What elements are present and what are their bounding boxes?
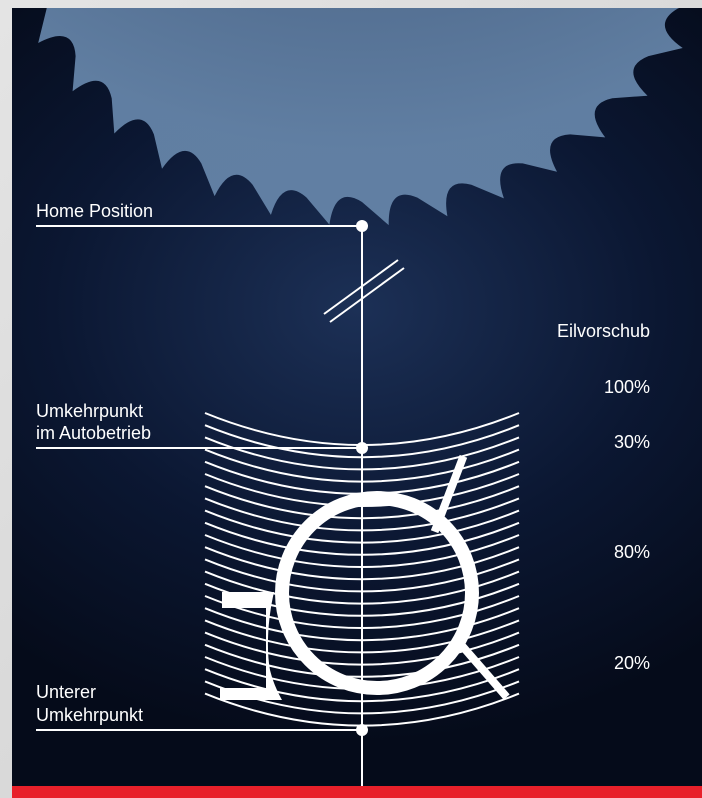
cut-arc: [204, 448, 520, 483]
clamp-jaw-left: [220, 592, 282, 700]
cut-arc: [204, 668, 520, 703]
lower-reverse-marker: [356, 724, 368, 736]
lower-reverse-label-line2: Umkehrpunkt: [36, 705, 144, 725]
workpiece-profile: [220, 454, 510, 700]
auto-reverse-marker: [356, 442, 368, 454]
cut-arc: [204, 521, 520, 556]
cut-arc: [204, 497, 520, 532]
feed-title: Eilvorschub: [556, 321, 650, 341]
cut-arc: [204, 558, 520, 593]
home-position-marker: [356, 220, 368, 232]
cut-arc: [204, 509, 520, 544]
cut-arc: [204, 546, 520, 581]
cut-arc: [204, 692, 520, 727]
cut-arc: [204, 534, 520, 568]
feed-value-exit: 20%: [613, 653, 650, 673]
cut-arc: [204, 424, 520, 459]
feed-value-main: 80%: [613, 542, 650, 562]
cut-cycle-diagram: [36, 8, 683, 798]
lower-reverse-label-line1: Unterer: [36, 682, 97, 702]
round-tube: [275, 491, 479, 695]
fixture-rod-lower: [458, 642, 510, 700]
cut-arc: [204, 595, 520, 629]
feed-value-entry: 30%: [613, 432, 650, 452]
cut-arc: [204, 631, 520, 666]
axis-break-icon: [323, 259, 405, 323]
auto-reverse-label-line1: Umkehrpunkt: [36, 401, 144, 421]
cut-arc: [204, 619, 520, 654]
accent-bar: [12, 786, 702, 798]
cut-arc: [204, 412, 520, 446]
auto-reverse-label-line2: im Autobetrieb: [36, 423, 152, 443]
cut-arc: [204, 485, 520, 520]
cut-arc: [204, 607, 520, 642]
feed-value-rapid: 100%: [603, 377, 650, 397]
saw-blade-icon: [38, 8, 683, 226]
home-position-label: Home Position: [36, 201, 154, 221]
diagram-panel: Home Position Umkehrpunkt im Autobetrieb…: [12, 8, 702, 798]
cut-arc: [204, 436, 520, 471]
